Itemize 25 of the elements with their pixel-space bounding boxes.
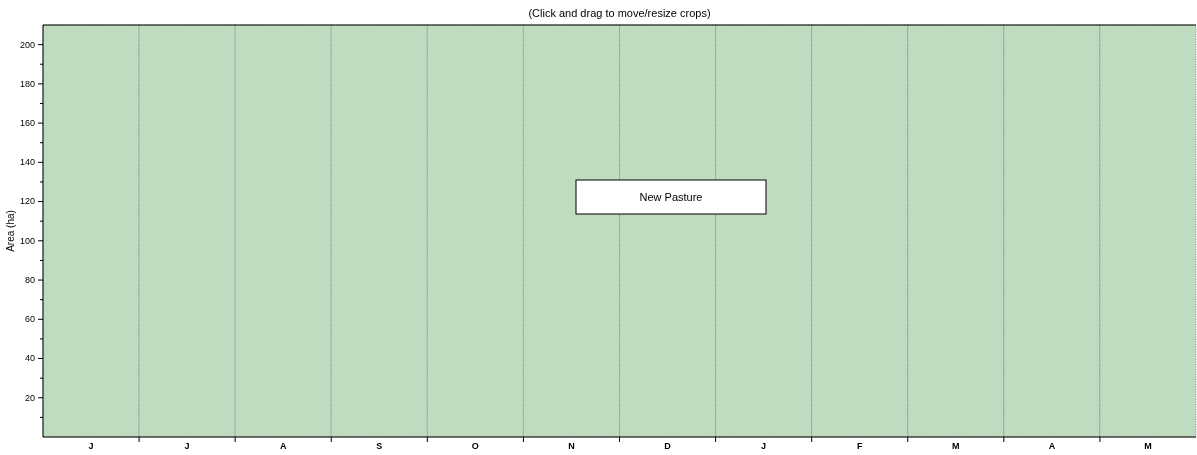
y-tick-label: 180	[19, 78, 35, 89]
x-tick-label: M	[1144, 441, 1152, 451]
y-tick-label: 40	[24, 353, 35, 364]
y-tick-label: 160	[19, 117, 35, 128]
x-tick-label: A	[279, 441, 287, 451]
x-tick-label: J	[184, 441, 190, 451]
x-tick-label: D	[664, 441, 672, 451]
x-tick-label: N	[568, 441, 575, 451]
x-tick-label: J	[761, 441, 767, 451]
y-tick-label: 20	[24, 392, 35, 403]
annotation: New Pasture	[639, 190, 703, 203]
y-axis-title: Area (ha)	[5, 210, 16, 252]
x-tick-label: F	[856, 441, 863, 451]
y-tick-label: 200	[19, 39, 35, 50]
x-tick-label: A	[1048, 441, 1056, 451]
x-tick-label: J	[88, 441, 94, 451]
x-tick-label: O	[471, 441, 479, 451]
y-tick-label: 80	[24, 274, 35, 285]
y-tick-label: 140	[19, 157, 35, 168]
y-tick-label: 120	[19, 196, 35, 207]
y-tick-label: 100	[19, 235, 35, 246]
x-tick-label: S	[376, 441, 383, 451]
chart-title: (Click and drag to move/resize crops)	[528, 7, 711, 19]
y-tick-label: 60	[24, 314, 35, 325]
x-tick-label: M	[952, 441, 960, 451]
